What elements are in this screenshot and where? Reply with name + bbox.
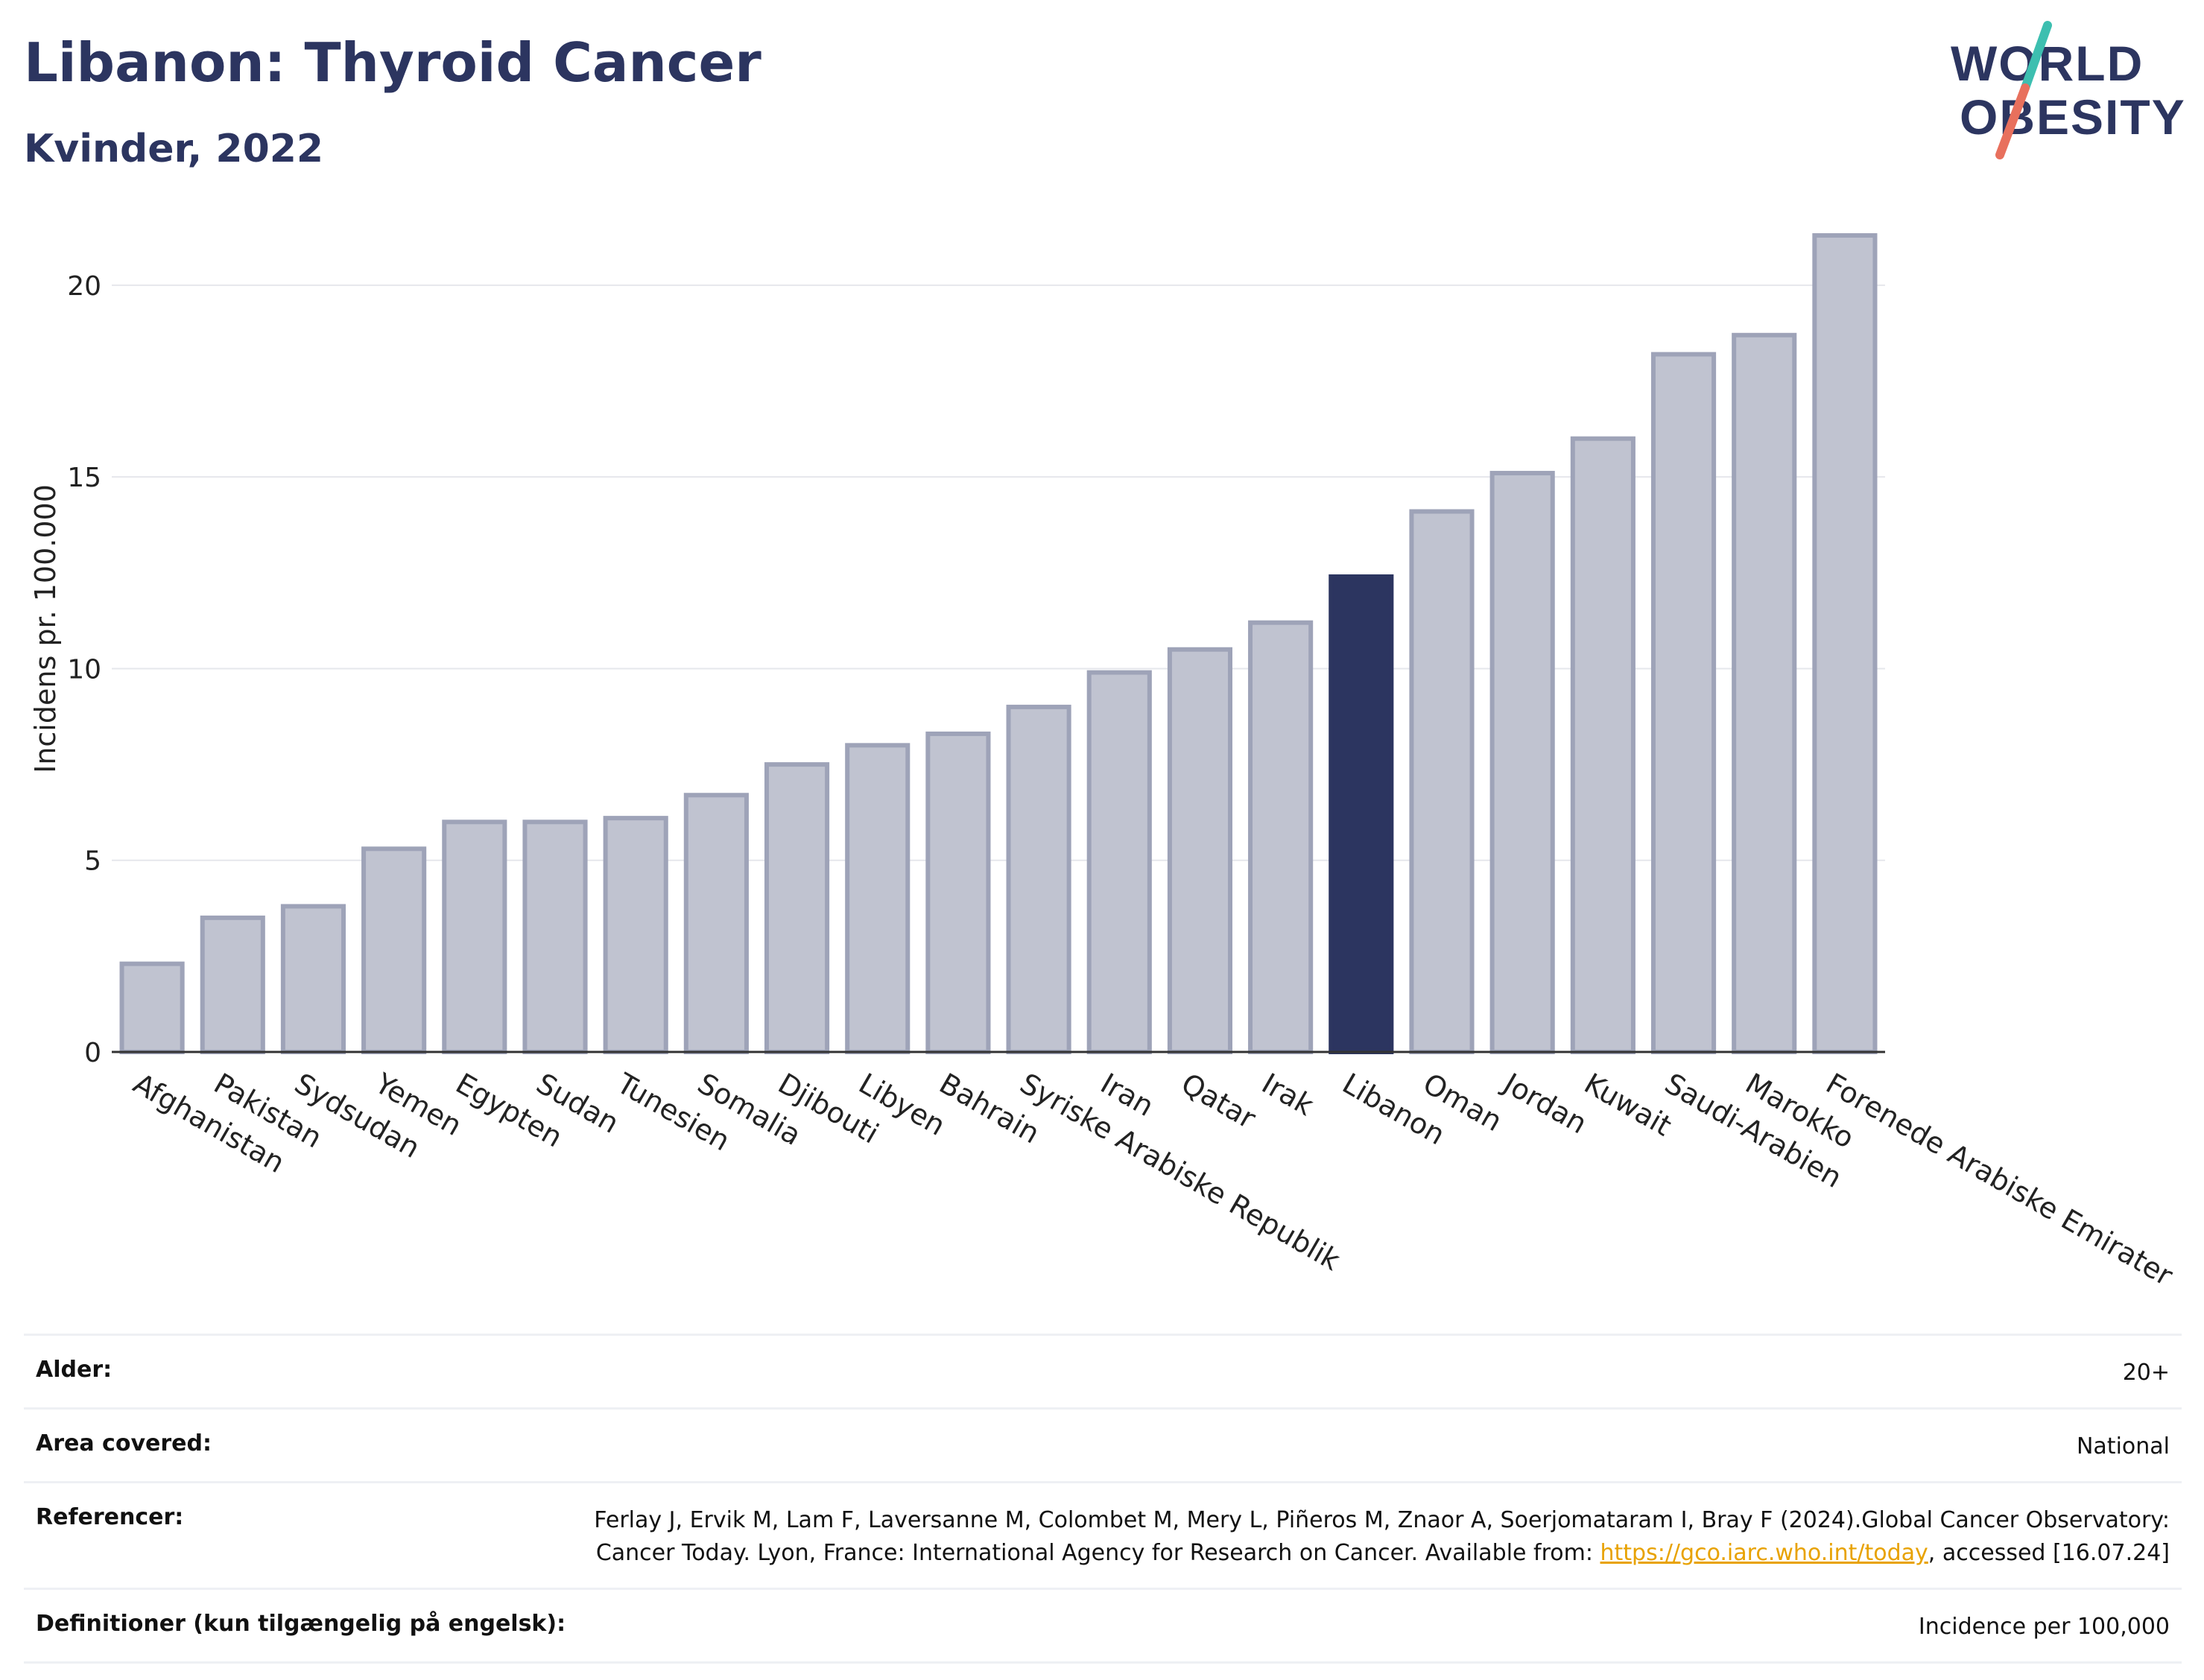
bar [361,846,427,1054]
y-tick-label: 20 [67,271,101,302]
definitions-value: Incidence per 100,000 [1918,1614,2170,1640]
logo-word-obesity: OBESITY [1960,89,2186,145]
y-tick-label: 15 [67,463,101,493]
meta-row-area: Area covered: National [24,1407,2182,1481]
area-label: Area covered: [36,1430,212,1456]
metadata-table: Alder: 20+ Area covered: National Refere… [24,1334,2182,1664]
bar [1006,704,1071,1055]
references-text: Ferlay J, Ervik M, Lam F, Laversanne M, … [594,1507,2170,1566]
meta-row-references: Referencer: Ferlay J, Ervik M, Lam F, La… [24,1481,2182,1588]
world-obesity-logo: WORLD OBESITY [1951,21,2186,159]
page-subtitle: Kvinder, 2022 [24,127,324,171]
bar [1812,233,1878,1054]
bar [1650,352,1717,1054]
bar [200,915,265,1055]
bar [1489,471,1555,1054]
logo-word-world: WORLD [1951,36,2144,91]
bar [1570,436,1635,1054]
bar [280,904,346,1054]
x-tick-label: Kuwait [1579,1067,1677,1143]
area-value: National [2076,1433,2170,1459]
x-tick-label: Irak [1256,1067,1319,1122]
bar [522,820,588,1054]
y-tick-label: 5 [84,846,101,877]
meta-row-definitions: Definitioner (kun tilgængelig på engelsk… [24,1588,2182,1664]
bar-highlight [1329,574,1394,1054]
bar [1167,647,1233,1054]
bar [1086,670,1152,1054]
bar [925,731,991,1054]
x-tick-label: Jordan [1497,1066,1592,1141]
bar [764,762,830,1054]
definitions-label: Definitioner (kun tilgængelig på engelsk… [36,1611,566,1637]
references-link[interactable]: https://gco.iarc.who.int/today [1600,1540,1928,1566]
logo-slash-coral [1995,83,2030,159]
age-value: 20+ [2122,1360,2170,1386]
meta-row-age: Alder: 20+ [24,1334,2182,1407]
bars [119,233,1878,1055]
bar [1248,620,1314,1054]
bar [442,820,507,1054]
logo-slash-teal [2021,21,2052,92]
bar [683,793,749,1054]
age-label: Alder: [36,1357,113,1383]
references-value: Ferlay J, Ervik M, Lam F, Laversanne M, … [568,1504,2170,1570]
references-accessed: , accessed [16.07.24] [1928,1540,2170,1566]
y-axis-label: Incidens pr. 100.000 [29,484,62,773]
page-title: Libanon: Thyroid Cancer [24,31,761,94]
x-tick-label: Qatar [1176,1067,1261,1135]
bar [845,743,911,1054]
bar [603,816,668,1054]
bar-chart: 05101520AfghanistanPakistanSydsudanYemen… [29,233,2179,1293]
bar [1409,509,1475,1054]
x-tick-label: Forenede Arabiske Emirater [1820,1067,2178,1293]
bar [1732,332,1797,1055]
y-tick-label: 10 [67,654,101,685]
y-tick-label: 0 [84,1038,101,1068]
bar [119,961,185,1054]
references-label: Referencer: [36,1504,184,1530]
